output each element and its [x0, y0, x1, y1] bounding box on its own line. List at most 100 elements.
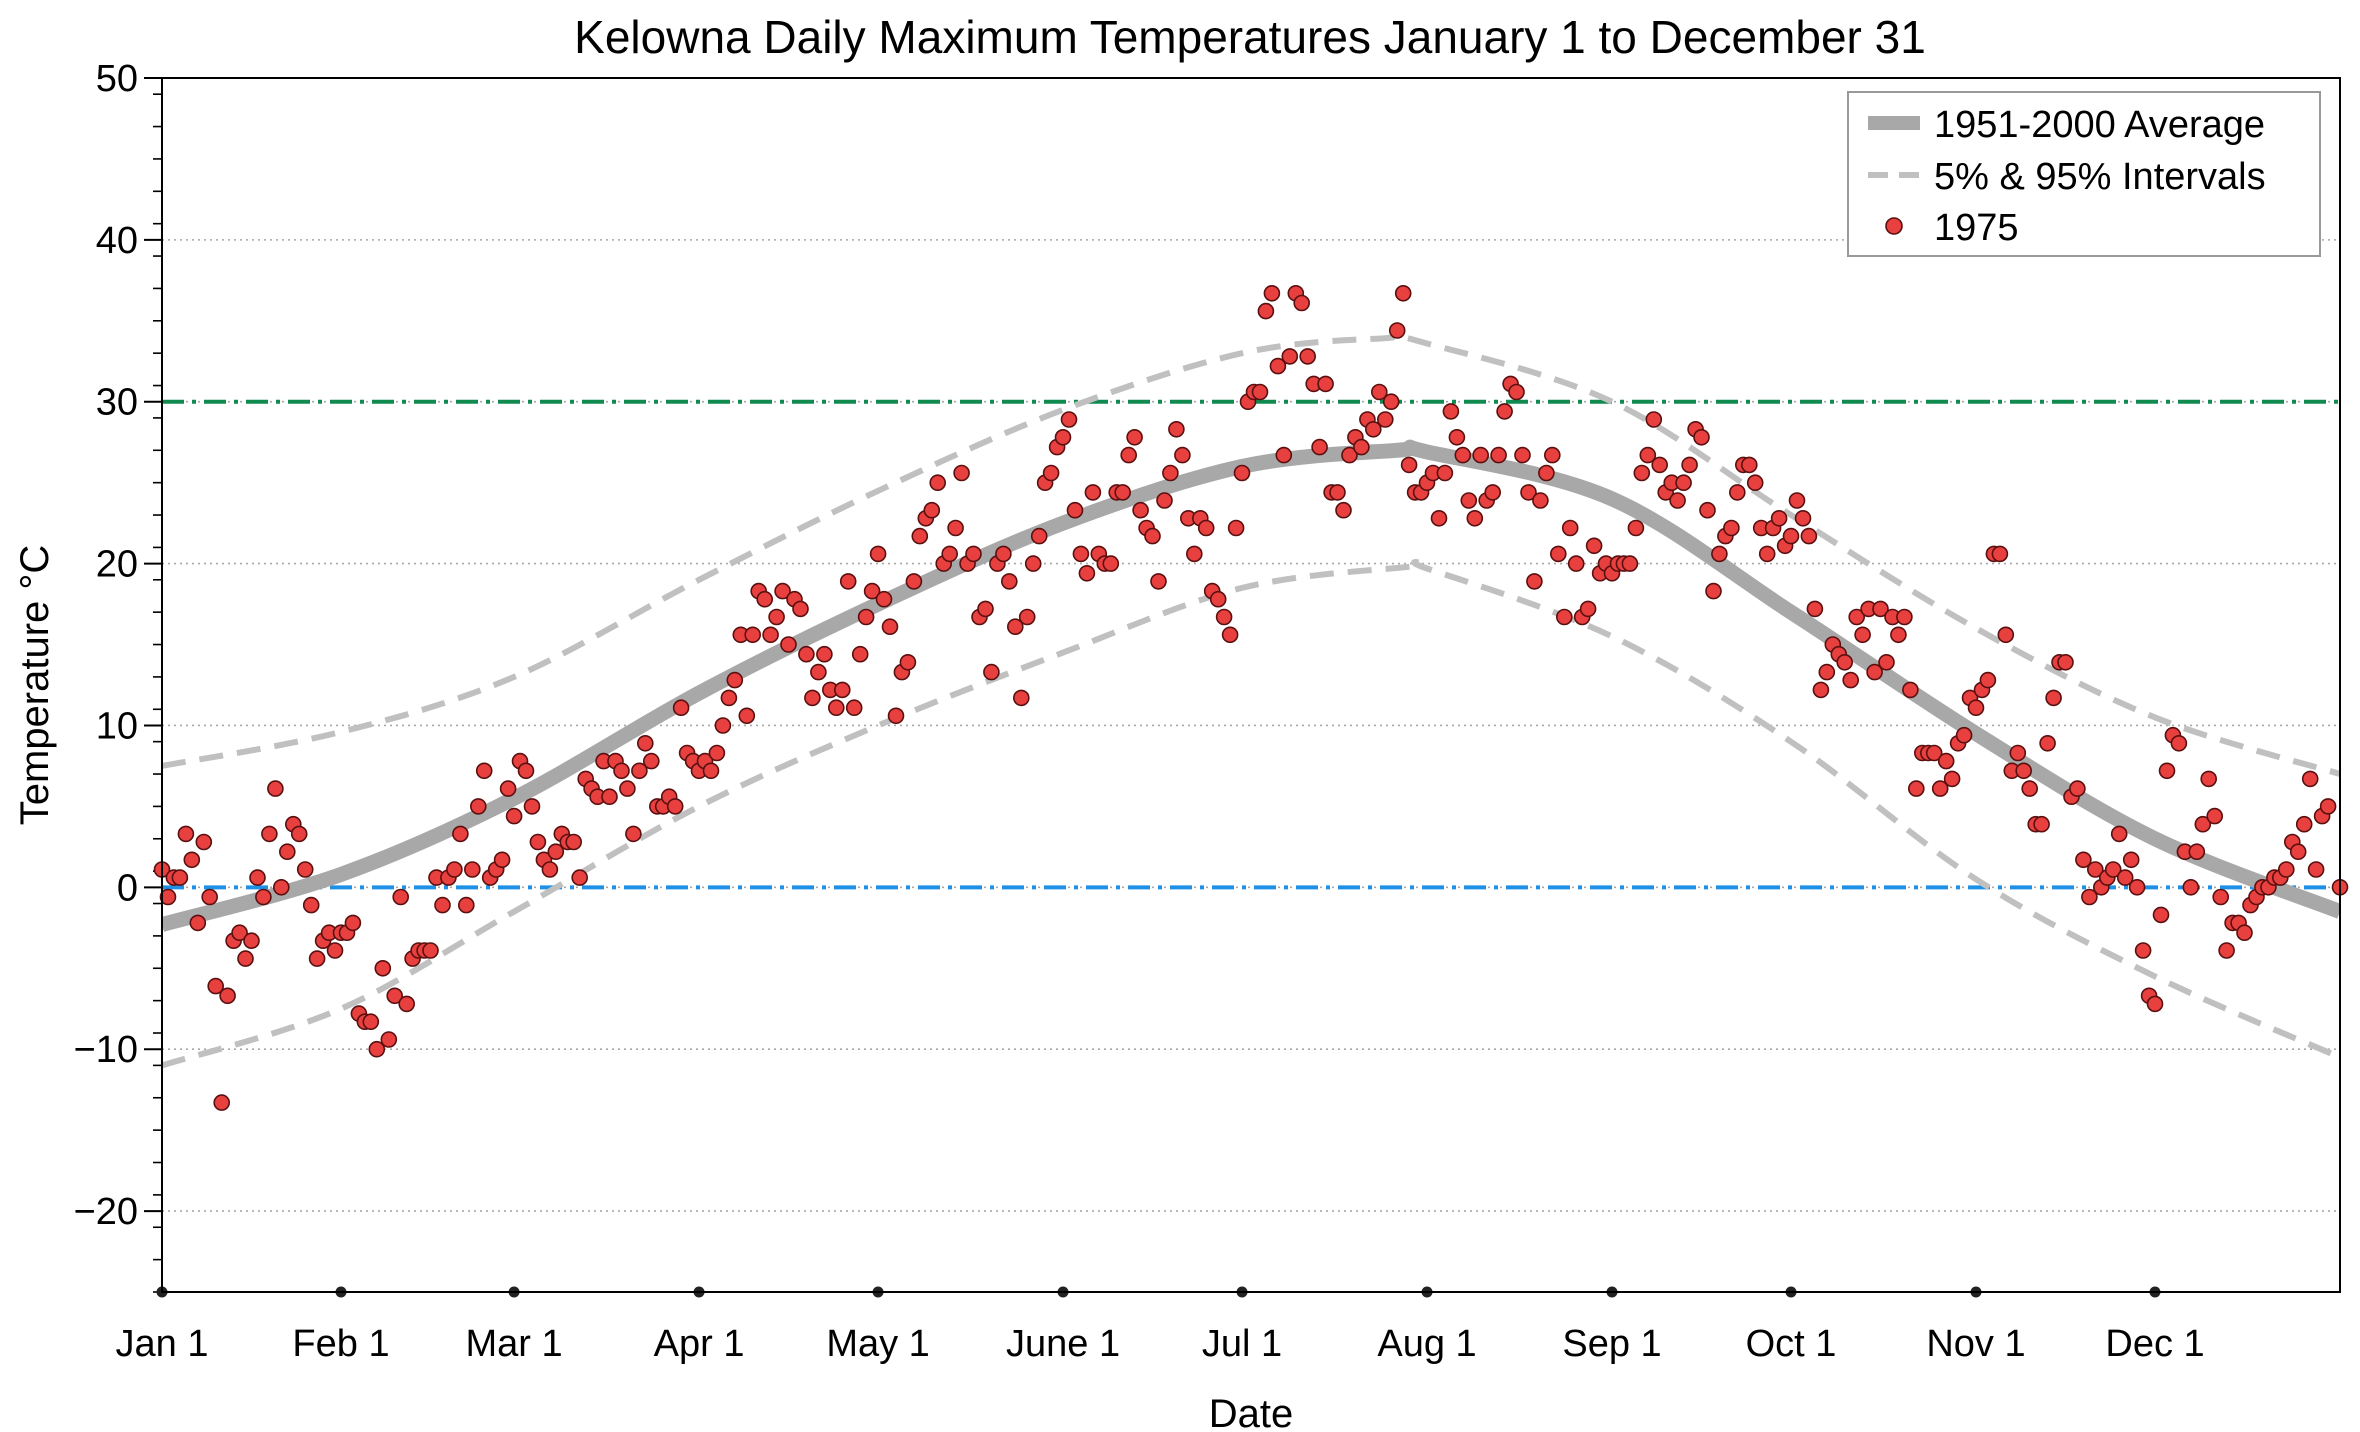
data-point [1197, 519, 1215, 537]
y-tick-label: 40 [96, 220, 138, 262]
data-point [1281, 348, 1299, 365]
data-point [261, 825, 278, 843]
data-point [857, 608, 875, 626]
data-point [2021, 780, 2038, 797]
x-tick-labels: Jan 1 Feb 1 Mar 1 Apr 1 May 1 June 1 Jul 1 Aug … [116, 1323, 2205, 1365]
series-line-5-interval [162, 558, 2340, 1069]
data-point [1908, 780, 1925, 797]
data-point [2212, 888, 2229, 906]
data-point [1066, 501, 1084, 519]
data-point [565, 833, 583, 851]
data-point [1496, 403, 1513, 420]
data-point [386, 987, 404, 1005]
data-point [1723, 519, 1740, 537]
data-point [302, 896, 320, 914]
data-point [1114, 484, 1131, 501]
data-point [1585, 537, 1603, 555]
data-point [457, 896, 475, 914]
data-point [523, 798, 541, 815]
data-point [2146, 995, 2164, 1013]
data-point [255, 888, 272, 906]
data-point [1377, 411, 1394, 428]
data-point [452, 825, 469, 843]
x-axis-label: Date [1209, 1392, 1294, 1432]
data-point [1937, 752, 1955, 770]
x-tick-label: Feb 1 [292, 1323, 389, 1365]
data-point [1442, 403, 1460, 420]
data-point [1902, 681, 1919, 699]
data-point [768, 608, 785, 626]
data-point [1335, 501, 1352, 519]
data-point [475, 762, 493, 780]
data-point [1842, 671, 1859, 689]
data-point [2015, 762, 2032, 780]
data-point [213, 1094, 230, 1111]
data-point [1812, 681, 1830, 699]
data-point [231, 924, 248, 942]
data-point [631, 762, 648, 780]
data-point [2194, 815, 2212, 833]
data-point [1263, 284, 1281, 302]
data-point [1567, 555, 1585, 572]
data-point [1400, 456, 1418, 474]
x-tick-label: Aug 1 [1377, 1323, 1476, 1365]
y-tick-marks [144, 77, 162, 1293]
y-tick-label: 30 [96, 382, 138, 424]
data-point [1788, 492, 1806, 509]
data-point [2116, 869, 2134, 886]
data-point [1866, 663, 1883, 681]
data-point [1209, 590, 1227, 608]
data-point [899, 653, 917, 671]
data-point [374, 959, 392, 977]
data-point [1550, 545, 1567, 563]
data-point [1024, 555, 1042, 572]
data-point [738, 707, 756, 725]
data-point [887, 707, 905, 725]
data-point [1454, 446, 1472, 464]
data-point [965, 545, 982, 563]
data-point [267, 780, 284, 797]
legend-1975-label: 1975 [1934, 207, 2019, 249]
data-point [601, 788, 618, 806]
data-point [1168, 420, 1185, 438]
data-point [780, 636, 797, 653]
data-point [625, 825, 642, 843]
data-point [308, 950, 326, 967]
data-point [923, 501, 941, 519]
data-point [1084, 484, 1102, 501]
data-point [1382, 393, 1400, 411]
data-point [1060, 411, 1078, 428]
y-tick-label: −20 [74, 1191, 138, 1233]
legend: 1951-2000 Average 5% & 95% Intervals 197… [1847, 91, 2321, 257]
series-points-1975 [153, 284, 2349, 1111]
data-point [863, 582, 881, 600]
data-point [1156, 492, 1173, 509]
data-point [398, 995, 416, 1013]
data-point [1854, 626, 1871, 644]
data-point [446, 861, 463, 878]
series-line-1951-2000-average [162, 439, 2340, 932]
data-point [1293, 294, 1310, 312]
y-tick-label: 20 [96, 544, 138, 586]
data-point [2128, 878, 2146, 896]
data-point [219, 987, 236, 1005]
data-point [911, 527, 929, 545]
data-point [833, 681, 851, 699]
data-point [2170, 734, 2188, 752]
data-point [1126, 428, 1143, 446]
chart-title: Kelowna Daily Maximum Temperatures Janua… [574, 11, 1926, 63]
data-point [1746, 474, 1764, 492]
data-point [1991, 545, 2009, 563]
data-point [1394, 284, 1412, 302]
legend-box [1847, 91, 2321, 257]
data-point [636, 734, 654, 752]
data-point [1215, 608, 1233, 626]
data-point [243, 932, 260, 950]
series-line-95-interval [162, 333, 2340, 777]
data-point [2134, 942, 2152, 959]
data-point [905, 573, 923, 590]
data-point [720, 689, 738, 707]
data-point [1388, 322, 1406, 339]
data-point [2319, 798, 2337, 815]
data-point [1251, 383, 1269, 401]
